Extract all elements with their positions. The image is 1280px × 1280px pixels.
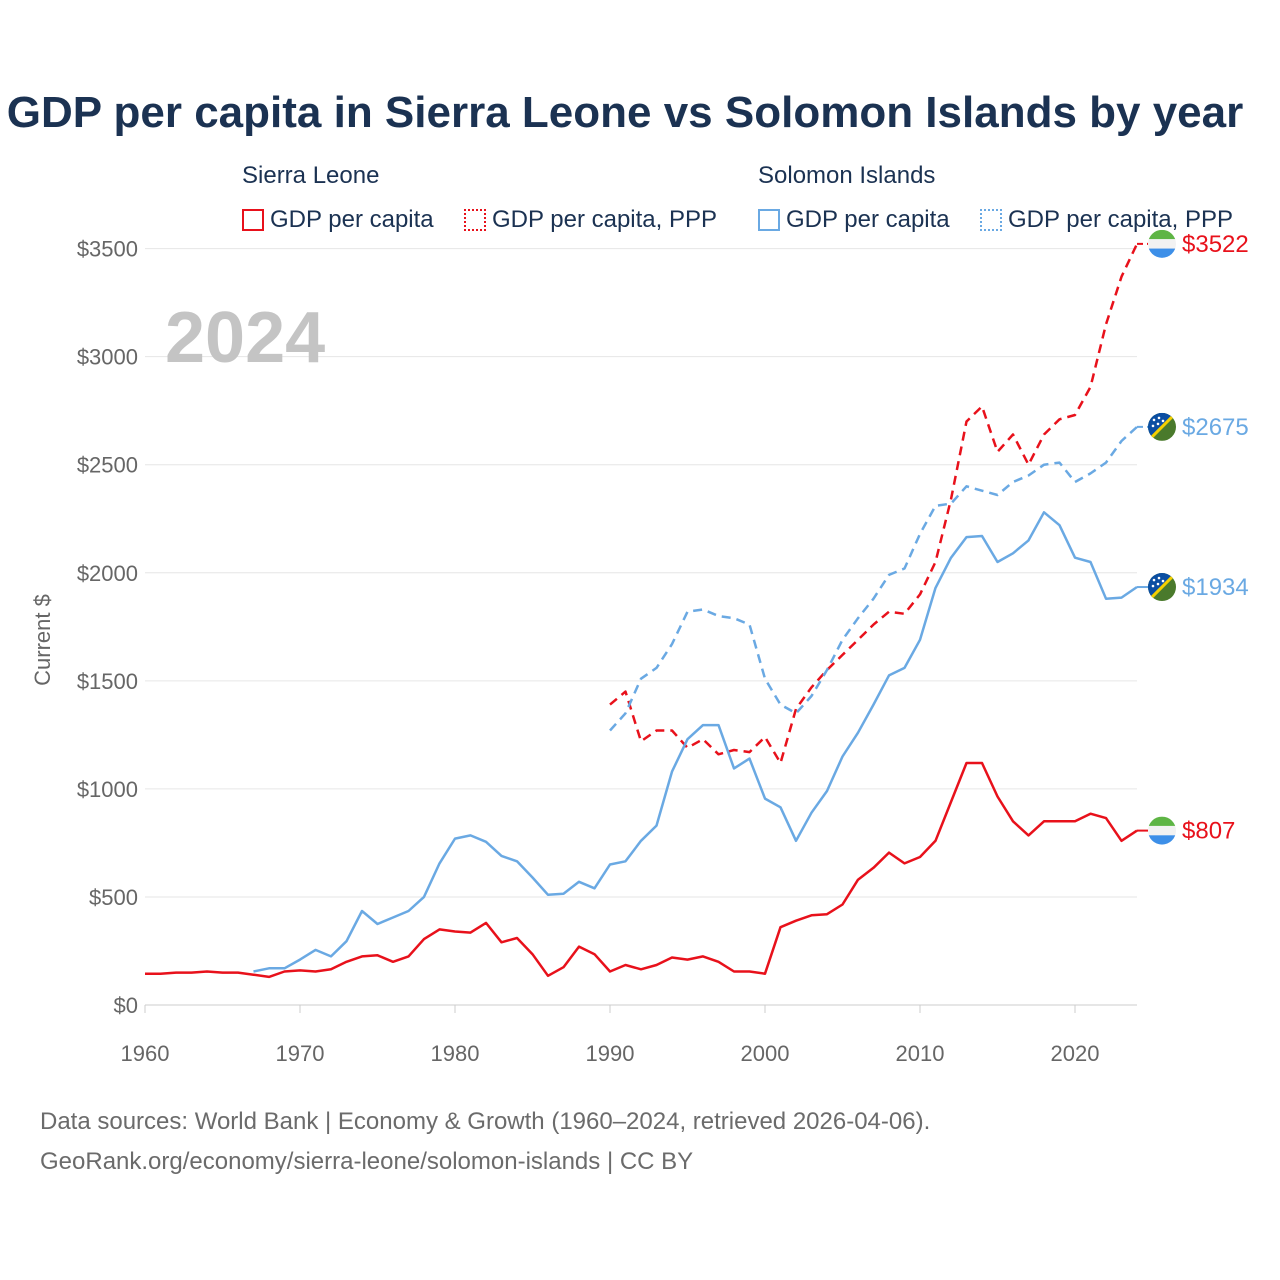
legend-label: GDP per capita: [786, 206, 950, 233]
legend-group-sierra-leone: Sierra Leone: [242, 162, 380, 189]
x-tick-label: 2000: [741, 1041, 790, 1066]
series-line: [609, 425, 1138, 732]
y-tick-label: $3500: [77, 237, 138, 262]
legend-swatch-solid-red: [242, 209, 264, 231]
legend-label: GDP per capita: [270, 206, 434, 233]
legend-label: GDP per capita, PPP: [492, 206, 717, 233]
x-tick-label: 1990: [586, 1041, 635, 1066]
legend-swatch-dotted-blue: [980, 209, 1002, 231]
legend-swatch-dotted-red: [464, 209, 486, 231]
x-tick-label: 1980: [431, 1041, 480, 1066]
solomon-islands-flag-icon: [1148, 573, 1176, 602]
year-label: 2024: [165, 298, 325, 378]
y-axis-title: Current $: [30, 594, 55, 686]
y-tick-label: $0: [114, 993, 138, 1018]
series: [145, 243, 1139, 979]
y-tick-label: $500: [89, 885, 138, 910]
legend-label: GDP per capita, PPP: [1008, 206, 1233, 233]
end-value-label: $807: [1182, 818, 1235, 845]
sierra-leone-flag-icon: [1148, 229, 1176, 258]
series-line: [253, 511, 1138, 973]
series-line: [145, 761, 1138, 979]
y-tick-label: $2000: [77, 561, 138, 586]
end-labels: $3522 $2675 $1934 $807: [1137, 229, 1249, 845]
legend-item-sierra-leone-gdp[interactable]: GDP per capita: [242, 206, 434, 234]
end-value-label: $3522: [1182, 231, 1249, 258]
end-value-label: $1934: [1182, 574, 1249, 601]
solomon-islands-flag-icon: [1148, 412, 1176, 441]
sierra-leone-flag-icon: [1148, 816, 1176, 845]
x-tick-label: 2010: [896, 1041, 945, 1066]
y-tick-label: $1000: [77, 777, 138, 802]
x-tick-label: 1960: [121, 1041, 170, 1066]
axes: $0 $500 $1000 $1500 $2000 $2500 $3000 $3500 1960…: [77, 237, 1137, 1066]
series-line: [609, 243, 1139, 765]
legend-swatch-solid-blue: [758, 209, 780, 231]
y-tick-label: $1500: [77, 669, 138, 694]
y-tick-label: $2500: [77, 453, 138, 478]
x-tick-label: 2020: [1051, 1041, 1100, 1066]
legend-item-sierra-leone-gdp-ppp[interactable]: GDP per capita, PPP: [464, 206, 717, 234]
x-tick-label: 1970: [276, 1041, 325, 1066]
footer-attribution[interactable]: GeoRank.org/economy/sierra-leone/solomon…: [40, 1148, 694, 1175]
chart-title: GDP per capita in Sierra Leone vs Solomo…: [6, 88, 1244, 137]
legend-item-solomon-islands-gdp[interactable]: GDP per capita: [758, 206, 950, 234]
end-value-label: $2675: [1182, 414, 1249, 441]
legend-group-solomon-islands: Solomon Islands: [758, 162, 936, 189]
footer-sources: Data sources: World Bank | Economy & Gro…: [40, 1108, 931, 1135]
legend-item-solomon-islands-gdp-ppp[interactable]: GDP per capita, PPP: [980, 206, 1233, 234]
y-tick-label: $3000: [77, 345, 138, 370]
